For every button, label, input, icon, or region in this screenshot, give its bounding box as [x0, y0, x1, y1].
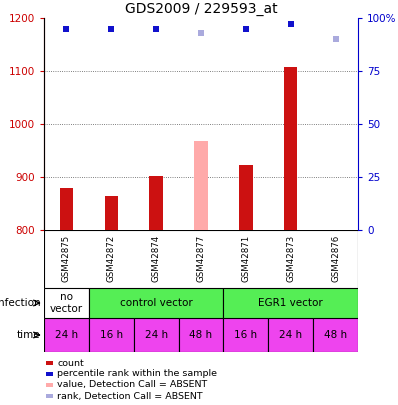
Bar	[223, 288, 358, 318]
Bar	[44, 318, 89, 352]
Bar	[60, 188, 73, 230]
Text: GSM42874: GSM42874	[152, 234, 161, 282]
Text: 24 h: 24 h	[144, 330, 168, 340]
Text: GSM42876: GSM42876	[331, 234, 340, 282]
Text: control vector: control vector	[120, 298, 193, 308]
Text: no
vector: no vector	[50, 292, 83, 314]
Text: GSM42872: GSM42872	[107, 234, 116, 282]
Bar	[89, 318, 134, 352]
Text: 16 h: 16 h	[100, 330, 123, 340]
Text: infection: infection	[0, 298, 41, 308]
Bar	[89, 288, 223, 318]
Text: percentile rank within the sample: percentile rank within the sample	[57, 369, 217, 379]
Text: time: time	[17, 330, 41, 340]
Text: GSM42873: GSM42873	[286, 234, 295, 282]
Text: GSM42871: GSM42871	[241, 234, 250, 282]
Text: GSM42877: GSM42877	[197, 234, 205, 282]
Bar	[268, 318, 313, 352]
Text: count: count	[57, 358, 84, 367]
Bar	[194, 141, 208, 230]
Text: 48 h: 48 h	[324, 330, 347, 340]
Title: GDS2009 / 229593_at: GDS2009 / 229593_at	[125, 2, 277, 15]
Text: 24 h: 24 h	[279, 330, 302, 340]
Bar	[239, 165, 253, 230]
Text: 48 h: 48 h	[189, 330, 213, 340]
Bar	[223, 318, 268, 352]
Bar	[179, 318, 223, 352]
Text: 24 h: 24 h	[55, 330, 78, 340]
Text: EGR1 vector: EGR1 vector	[258, 298, 323, 308]
Text: 16 h: 16 h	[234, 330, 258, 340]
Bar	[313, 318, 358, 352]
Bar	[105, 196, 118, 230]
Text: GSM42875: GSM42875	[62, 234, 71, 282]
Bar	[284, 67, 297, 230]
Text: rank, Detection Call = ABSENT: rank, Detection Call = ABSENT	[57, 392, 203, 401]
Bar	[134, 318, 179, 352]
Bar	[44, 288, 89, 318]
Text: value, Detection Call = ABSENT: value, Detection Call = ABSENT	[57, 381, 207, 390]
Bar	[149, 176, 163, 230]
